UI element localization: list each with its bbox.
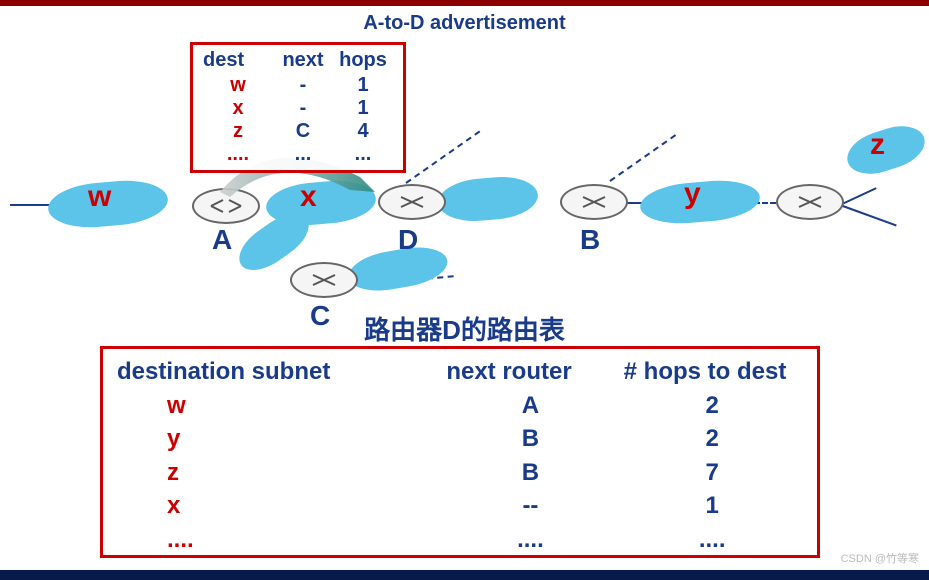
d-hdr-next: next router (411, 355, 607, 389)
d-hdr-hops: # hops to dest (607, 355, 803, 389)
label-y: y (684, 177, 701, 211)
next-cell: - (273, 74, 333, 97)
router-c (290, 262, 358, 298)
d-routing-table-title: 路由器D的路由表 (0, 310, 929, 347)
bottom-chrome-bar (0, 570, 929, 580)
dest-cell: .... (203, 143, 273, 166)
link-line (840, 204, 897, 226)
watermark-text: CSDN @竹等寒 (841, 550, 919, 566)
hdr-dest: dest (203, 49, 273, 72)
d-next-cell: .... (440, 523, 622, 557)
label-w: w (88, 180, 111, 214)
hops-cell: 1 (333, 74, 393, 97)
router-label-a: A (212, 224, 232, 256)
next-cell: ... (273, 143, 333, 166)
advert-routing-table: dest next hops w - 1 x - 1 z C 4 .... ..… (190, 42, 406, 173)
label-z: z (870, 128, 885, 162)
hdr-next: next (273, 49, 333, 72)
next-cell: C (273, 120, 333, 143)
network-diagram: w x y z A D B C dest next hops w - 1 x -… (0, 12, 929, 302)
d-hops-cell: 2 (621, 389, 803, 423)
router-anon (776, 184, 844, 220)
label-x: x (300, 180, 317, 214)
d-routing-table: destination subnet next router # hops to… (100, 346, 820, 558)
hops-cell: ... (333, 143, 393, 166)
link-line (840, 187, 877, 206)
dest-cell: x (203, 97, 273, 120)
d-dest-cell: z (117, 456, 440, 490)
d-dest-cell: .... (117, 523, 440, 557)
d-next-cell: -- (440, 489, 622, 523)
d-dest-cell: y (117, 422, 440, 456)
hdr-hops: hops (333, 49, 393, 72)
d-next-cell: B (440, 422, 622, 456)
d-hops-cell: 1 (621, 489, 803, 523)
subnet-blob (436, 174, 539, 225)
d-hops-cell: .... (621, 523, 803, 557)
d-next-cell: A (440, 389, 622, 423)
dest-cell: z (203, 120, 273, 143)
router-label-d: D (398, 224, 418, 256)
d-hops-cell: 7 (621, 456, 803, 490)
router-b (560, 184, 628, 220)
hops-cell: 4 (333, 120, 393, 143)
d-next-cell: B (440, 456, 622, 490)
router-a (192, 188, 260, 224)
d-hops-cell: 2 (621, 422, 803, 456)
dashed-link (405, 131, 480, 184)
router-label-b: B (580, 224, 600, 256)
next-cell: - (273, 97, 333, 120)
hops-cell: 1 (333, 97, 393, 120)
top-chrome-bar (0, 0, 929, 6)
d-hdr-dest: destination subnet (117, 355, 411, 389)
dashed-link (609, 134, 676, 182)
dest-cell: w (203, 74, 273, 97)
d-dest-cell: x (117, 489, 440, 523)
subnet-z (842, 119, 929, 182)
router-d (378, 184, 446, 220)
d-dest-cell: w (117, 389, 440, 423)
